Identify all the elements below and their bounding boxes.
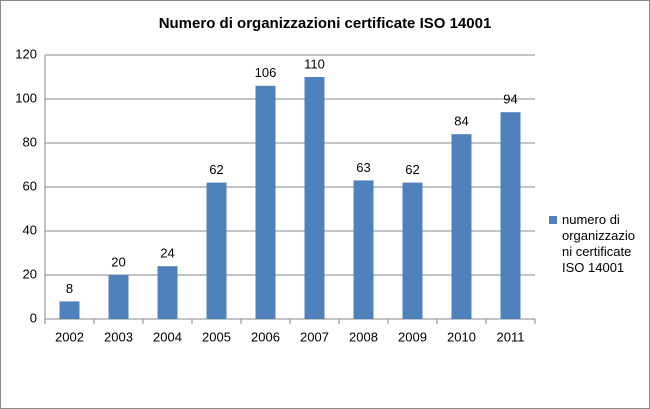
bar bbox=[500, 112, 521, 319]
x-tick-label: 2007 bbox=[300, 329, 329, 344]
legend-swatch bbox=[549, 216, 557, 224]
y-tick-label: 60 bbox=[23, 178, 37, 193]
y-tick-label: 120 bbox=[15, 46, 37, 61]
x-tick-label: 2008 bbox=[349, 329, 378, 344]
y-tick-label: 0 bbox=[30, 310, 37, 325]
bar bbox=[255, 85, 276, 319]
bar bbox=[451, 134, 472, 319]
y-tick-label: 100 bbox=[15, 90, 37, 105]
x-tick-label: 2005 bbox=[202, 329, 231, 344]
data-label: 94 bbox=[503, 92, 517, 107]
y-tick-label: 40 bbox=[23, 222, 37, 237]
y-tick-label: 20 bbox=[23, 266, 37, 281]
x-tick-label: 2009 bbox=[398, 329, 427, 344]
data-label: 24 bbox=[160, 246, 174, 261]
chart-title: Numero di organizzazioni certificate ISO… bbox=[159, 15, 492, 32]
data-label: 62 bbox=[405, 162, 419, 177]
data-label: 63 bbox=[356, 160, 370, 175]
bar bbox=[157, 266, 178, 319]
data-label: 110 bbox=[304, 56, 325, 71]
x-tick-label: 2004 bbox=[153, 329, 182, 344]
bar bbox=[304, 77, 325, 319]
data-label: 62 bbox=[209, 162, 223, 177]
data-label: 84 bbox=[454, 114, 468, 129]
legend-label: numero di organizzazioni certificate ISO… bbox=[562, 212, 635, 275]
x-tick-label: 2011 bbox=[497, 329, 525, 344]
bar bbox=[353, 180, 374, 319]
bar bbox=[206, 182, 227, 319]
data-label: 106 bbox=[255, 65, 277, 80]
bar bbox=[108, 275, 129, 319]
x-tick-label: 2003 bbox=[104, 329, 133, 344]
data-label: 8 bbox=[66, 281, 73, 296]
x-tick-label: 2006 bbox=[251, 329, 280, 344]
data-label: 20 bbox=[111, 254, 125, 269]
y-tick-label: 80 bbox=[23, 134, 37, 149]
x-tick-label: 2002 bbox=[55, 329, 84, 344]
bar bbox=[402, 182, 423, 319]
legend: numero di organizzazioni certificate ISO… bbox=[549, 212, 641, 276]
x-tick-label: 2010 bbox=[447, 329, 476, 344]
bar bbox=[59, 301, 80, 319]
